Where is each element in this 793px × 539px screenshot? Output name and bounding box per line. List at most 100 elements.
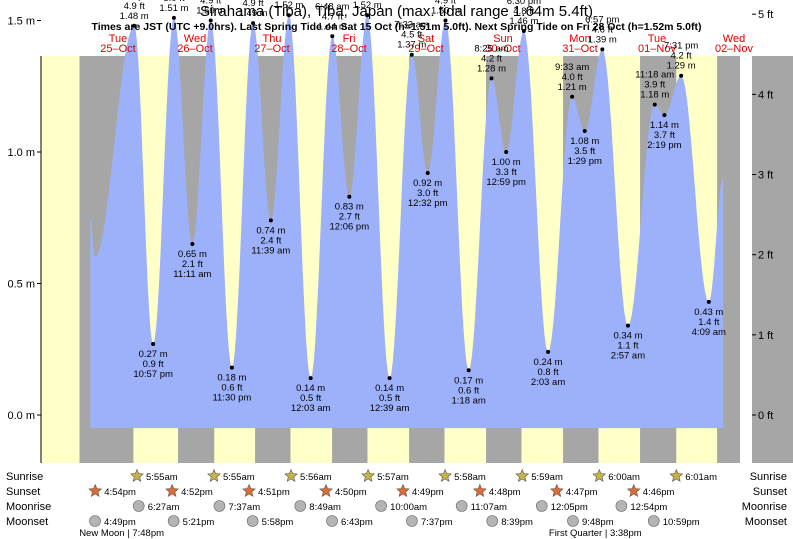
tide-time-label: 7:31 pm: [664, 41, 698, 52]
tide-feet-label: 4.0 ft: [562, 72, 583, 83]
moonrise-icon: [535, 500, 548, 512]
tide-time-label: 12:39 am: [370, 403, 410, 414]
high-tide-dot: [208, 18, 213, 23]
tide-time-label: 6:48 am: [315, 1, 349, 12]
tide-time-label: 1:29 pm: [568, 156, 602, 167]
tide-time-label: 12:06 pm: [330, 222, 370, 233]
moonset-icon: [567, 515, 579, 527]
day-date: 27–Oct: [254, 43, 289, 55]
tide-height-label: 1.48 m: [120, 11, 149, 22]
moonset-icon: [326, 515, 338, 527]
high-tide-dot: [365, 13, 370, 18]
low-tide-dot: [546, 349, 551, 354]
low-tide-dot: [504, 150, 509, 154]
tide-height-label: 0.43 m: [694, 307, 723, 318]
sun-moon-rows: Sunrise Sunset Moonrise Moonset Sunrise …: [6, 471, 787, 528]
low-tide-dot: [347, 194, 352, 199]
tide-height-label: 1.18 m: [640, 90, 669, 101]
moonrise-icon: [294, 500, 307, 512]
tide-height-label: 0.83 m: [335, 202, 364, 213]
day-date: 28–Oct: [331, 43, 366, 55]
tide-height-label: 1.50 m: [431, 6, 460, 17]
high-tide-dot: [489, 76, 494, 81]
tide-height-label: 0.14 m: [296, 383, 325, 394]
sunrise-time: 5:55am: [146, 472, 178, 483]
high-tide-dot: [521, 29, 526, 34]
low-tide-dot: [425, 171, 430, 176]
tide-time-label: 11:30 pm: [212, 393, 251, 404]
tide-height-label: 0.65 m: [178, 249, 207, 260]
tide-feet-label: 1.4 ft: [698, 317, 719, 328]
moonset-icon: [486, 515, 499, 527]
sunrise-time: 5:59am: [531, 472, 563, 483]
moonset-icon: [406, 515, 418, 527]
moonset-icon: [647, 515, 660, 527]
moonset-icon: [89, 515, 101, 527]
moonrise-row-label-left: Moonrise: [6, 501, 51, 513]
tide-time-label: 4:33 pm: [117, 0, 151, 2]
tide-feet-label: 4.6 ft: [592, 24, 613, 35]
moonrise-icon: [213, 500, 226, 512]
tide-time-label: 1:18 am: [452, 395, 486, 406]
tide-height-label: 1.08 m: [570, 136, 599, 147]
chart-subtitle: Times are JST (UTC +9.0hrs). Last Spring…: [91, 21, 701, 33]
high-tide-dot: [600, 47, 605, 52]
day-name: Wed: [184, 33, 206, 45]
tide-feet-label: 1.1 ft: [617, 341, 638, 352]
tide-height-label: 0.17 m: [454, 375, 483, 386]
day-labels: Tue25–OctWed26–OctThu27–OctFri28–OctSat2…: [100, 33, 753, 55]
tide-feet-label: 4.2 ft: [671, 51, 692, 62]
sunset-icon: [472, 483, 487, 497]
tide-feet-label: 4.9 ft: [124, 1, 145, 12]
high-tide-dot: [286, 13, 291, 18]
sunset-time: 4:46pm: [643, 487, 675, 498]
day-name: Sun: [493, 33, 513, 45]
left-tick-label: 0.0 m: [7, 410, 35, 422]
tide-feet-label: 2.7 ft: [339, 212, 360, 223]
tide-time-label: 12:32 pm: [408, 198, 448, 209]
sunrise-icon: [515, 468, 530, 482]
moonset-icon: [167, 515, 180, 527]
tide-area: [90, 15, 724, 429]
low-tide-dot: [706, 299, 711, 304]
tide-feet-label: 4.2 ft: [481, 53, 502, 64]
sunset-icon: [396, 483, 410, 497]
moonset-time: 5:58pm: [262, 517, 294, 528]
day-name: Fri: [343, 33, 356, 45]
low-tide-dot: [268, 218, 273, 223]
high-tide-dot: [443, 18, 448, 23]
moonset-icon: [246, 515, 259, 527]
low-tide-dot: [229, 365, 234, 370]
tide-time-label: 2:03 am: [531, 377, 565, 388]
right-tick-label: 4 ft: [758, 89, 773, 101]
moonset-row-label-left: Moonset: [6, 516, 48, 528]
tide-height-label: 0.24 m: [534, 357, 563, 368]
sun-moon-events: 5:55am 5:55am 5:56am 5:57am 5:58am 5:59am 6:00…: [79, 468, 717, 539]
low-tide-dot: [466, 368, 471, 373]
high-tide-dot: [251, 21, 256, 26]
tide-feet-label: 0.5 ft: [300, 393, 321, 404]
tide-time-label: 6:30 pm: [507, 0, 541, 7]
low-tide-dot: [151, 341, 156, 346]
tide-height-label: 1.29 m: [667, 61, 696, 72]
high-tide-dot: [679, 73, 684, 78]
day-date: 25–Oct: [100, 43, 135, 55]
tide-height-label: 1.49 m: [239, 8, 268, 19]
tide-time-label: 2:57 am: [611, 351, 645, 362]
sunrise-time: 5:56am: [300, 472, 332, 483]
sunset-time: 4:52pm: [181, 487, 213, 498]
moonrise-time: 6:27am: [148, 502, 180, 513]
tide-feet-label: 4.5 ft: [401, 30, 422, 41]
tide-height-label: 0.74 m: [256, 225, 285, 236]
moonset-time: 5:21pm: [183, 517, 215, 528]
tide-feet-label: 0.6 ft: [221, 383, 242, 394]
tide-feet-label: 0.6 ft: [458, 385, 479, 396]
high-tide-dot: [409, 52, 414, 57]
low-tide-dot: [308, 376, 313, 381]
day-name: Thu: [263, 33, 282, 45]
tide-feet-label: 5.0 ft: [357, 0, 378, 1]
low-tide-dot: [387, 376, 392, 381]
tide-feet-label: 2.1 ft: [182, 259, 203, 270]
moonrise-time: 12:05pm: [551, 502, 588, 513]
tide-height-label: 1.50 m: [196, 6, 225, 17]
